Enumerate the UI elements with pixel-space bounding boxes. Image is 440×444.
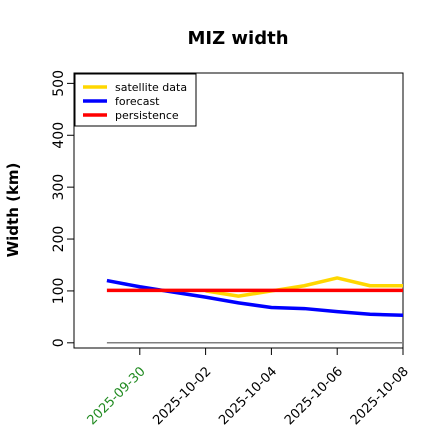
y-tick-label-0: 0 (51, 338, 67, 347)
y-tick-label-500: 500 (51, 70, 67, 97)
x-tick-label-2025-09-30: 2025-09-30 (85, 364, 149, 428)
legend-label-forecast: forecast (115, 95, 160, 108)
x-tick-label-2025-10-04: 2025-10-04 (216, 364, 280, 428)
y-tick-label-300: 300 (51, 174, 67, 201)
x-tick-label-2025-10-08: 2025-10-08 (348, 364, 412, 428)
legend-label-persistence: persistence (115, 109, 179, 122)
y-tick-label-200: 200 (51, 226, 67, 253)
chart-title: MIZ width (187, 28, 288, 49)
series-line-forecast (106, 278, 404, 318)
x-tick-label-2025-10-02: 2025-10-02 (150, 364, 214, 428)
y-tick-label-100: 100 (51, 278, 67, 305)
series-line-satellite-data (205, 276, 403, 298)
y-tick-label-400: 400 (51, 122, 67, 149)
x-tick-label-2025-10-06: 2025-10-06 (282, 364, 346, 428)
plot-frame (73, 72, 404, 349)
y-axis-label: Width (km) (4, 163, 22, 258)
legend-label-satellite-data: satellite data (115, 81, 187, 94)
